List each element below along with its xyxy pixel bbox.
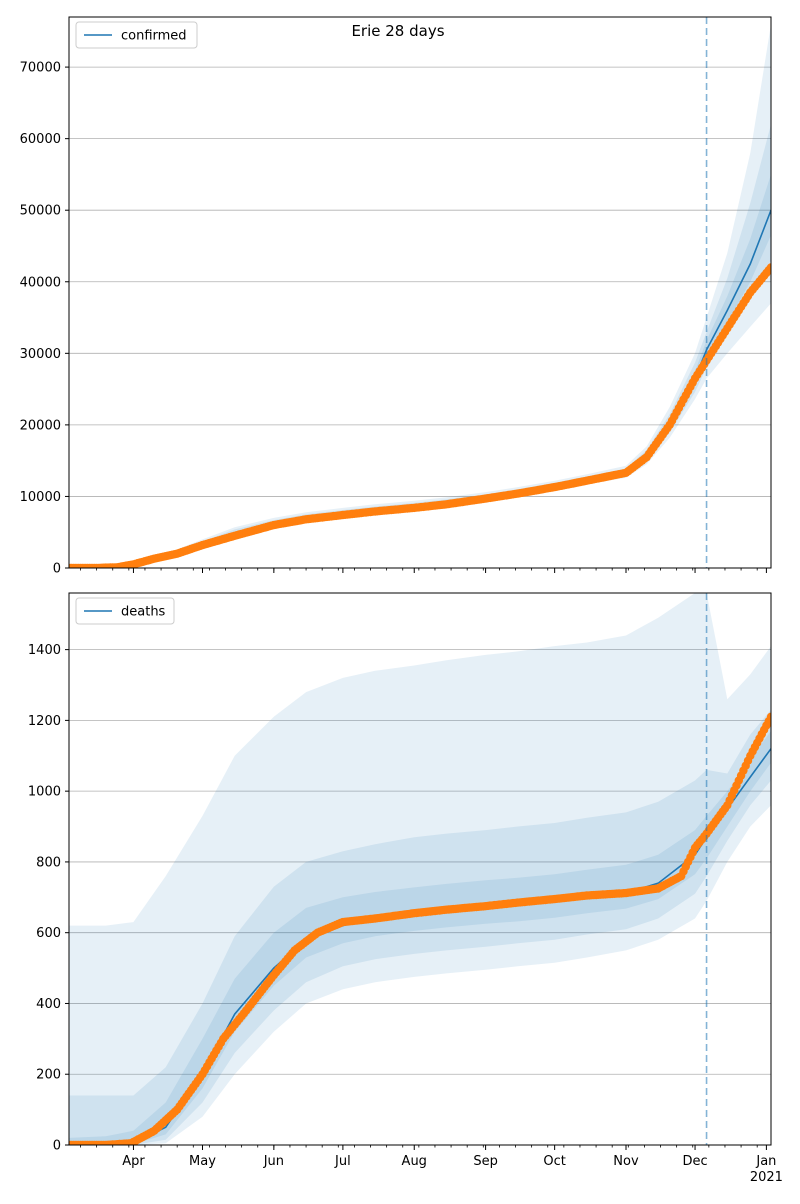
x-tick-label: Dec (682, 1154, 707, 1169)
y-tick-label: 800 (36, 855, 61, 870)
plot-area (69, 593, 771, 1145)
x-tick-label: Aug (402, 1154, 427, 1169)
legend-box (75, 21, 198, 49)
y-tick-label: 1000 (28, 785, 61, 800)
y-tick-label: 0 (53, 1139, 61, 1154)
legend: deaths (75, 597, 175, 625)
plot-frame (68, 592, 772, 1146)
y-tick-label: 400 (36, 997, 61, 1012)
panel-top: 0 10000 20000 30000 40000 50000 60000 70000 conf… (20, 16, 772, 577)
uncertainty-band-2 (69, 709, 771, 1145)
x-tick-label: Nov (613, 1154, 639, 1169)
legend-label: deaths (121, 605, 166, 620)
y-tick-label: 30000 (20, 347, 61, 362)
x-tick-label: Jan (755, 1154, 776, 1169)
uncertainty-band-1 (69, 24, 771, 568)
observed-series (69, 263, 771, 568)
y-tick-label: 70000 (20, 61, 61, 76)
plot-area (69, 17, 771, 568)
legend-box (75, 597, 175, 625)
legend: confirmed (75, 21, 198, 49)
legend-label: confirmed (121, 29, 187, 44)
y-tick-label: 10000 (20, 490, 61, 505)
x-tick-label: Sep (473, 1154, 498, 1169)
x-tick-label: Jul (334, 1154, 351, 1169)
y-tick-label: 600 (36, 926, 61, 941)
observed-point (766, 712, 771, 722)
plot-frame (68, 16, 772, 569)
observed-point (766, 263, 771, 272)
y-tick-label: 200 (36, 1068, 61, 1083)
x-tick-year-label: 2021 (750, 1170, 783, 1185)
y-tick-label: 0 (53, 562, 61, 577)
x-tick-label: Apr (122, 1154, 145, 1169)
fit-line-confirmed (69, 209, 771, 568)
y-tick-label: 1400 (28, 643, 61, 658)
chart-title: Erie 28 days (351, 22, 444, 40)
observed-series (69, 712, 771, 1145)
y-tick-label: 20000 (20, 418, 61, 433)
x-tick-label: Oct (543, 1154, 565, 1169)
y-tick-label: 50000 (20, 204, 61, 219)
panel-bottom: 0 200 400 600 800 1000 1200 1400 Apr May Jun Jul Aug… (28, 592, 783, 1185)
y-tick-label: 1200 (28, 714, 61, 729)
y-tick-label: 40000 (20, 275, 61, 290)
x-tick-label: May (189, 1154, 216, 1169)
y-tick-label: 60000 (20, 132, 61, 147)
x-tick-label: Jun (263, 1154, 284, 1169)
